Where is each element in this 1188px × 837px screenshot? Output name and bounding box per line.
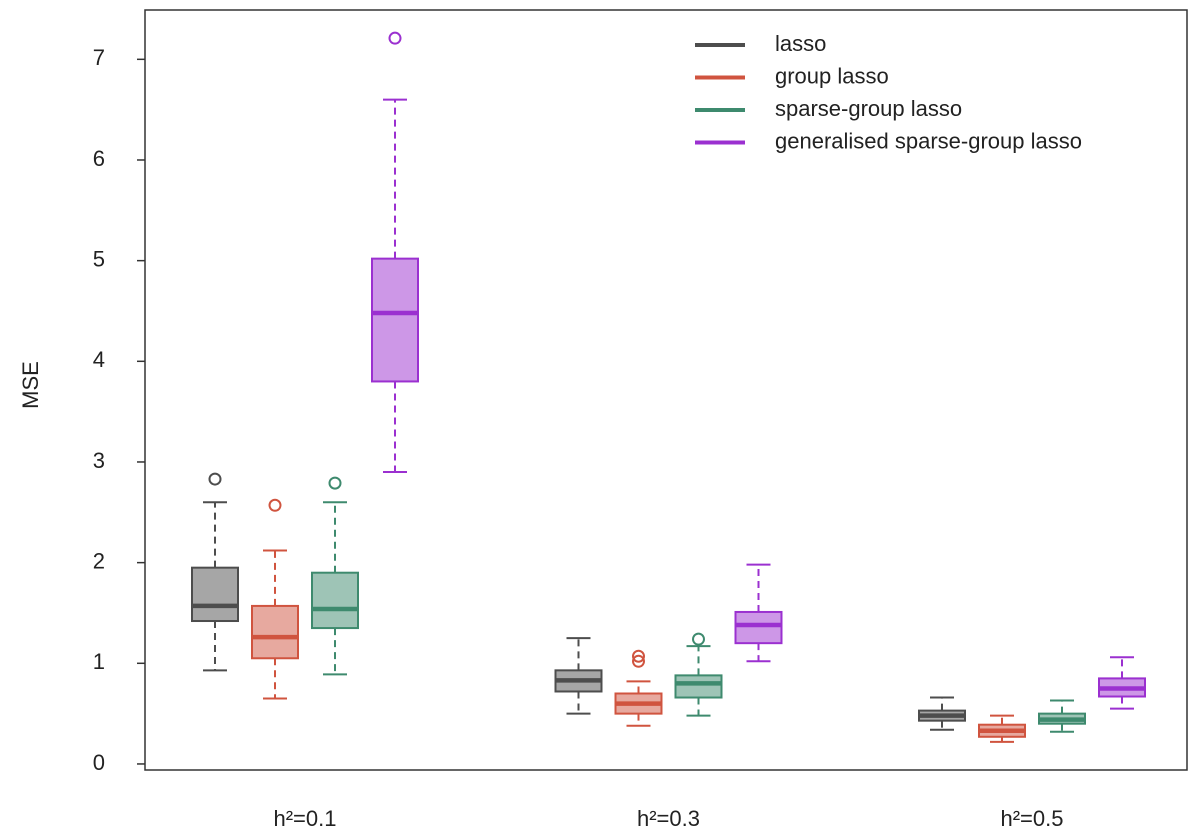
outlier <box>693 634 704 645</box>
y-tick-label: 0 <box>93 750 105 775</box>
legend-label: group lasso <box>775 63 889 88</box>
x-tick-label: h²=0.1 <box>274 806 337 831</box>
box <box>252 606 298 658</box>
box <box>372 259 418 382</box>
outlier <box>270 500 281 511</box>
x-tick-label: h²=0.5 <box>1001 806 1064 831</box>
legend-label: generalised sparse-group lasso <box>775 128 1082 153</box>
x-tick-label: h²=0.3 <box>637 806 700 831</box>
outlier <box>330 478 341 489</box>
outlier <box>390 33 401 44</box>
legend-label: lasso <box>775 31 826 56</box>
y-tick-label: 5 <box>93 246 105 271</box>
plot-frame <box>145 10 1187 770</box>
outlier <box>210 474 221 485</box>
chart: MSE 0 1 2 3 4 5 6 7 h²=0.1 h²=0.3 h²=0.5 lasso group… <box>0 0 1188 837</box>
y-tick-label: 4 <box>93 347 105 372</box>
y-tick-label: 3 <box>93 448 105 473</box>
box <box>736 612 782 643</box>
box <box>192 568 238 621</box>
box <box>312 573 358 628</box>
y-tick-label: 2 <box>93 548 105 573</box>
y-tick-label: 6 <box>93 146 105 171</box>
y-tick-label: 7 <box>93 45 105 70</box>
y-tick-label: 1 <box>93 649 105 674</box>
legend-label: sparse-group lasso <box>775 96 962 121</box>
box <box>676 675 722 697</box>
y-axis-label: MSE <box>18 361 43 409</box>
